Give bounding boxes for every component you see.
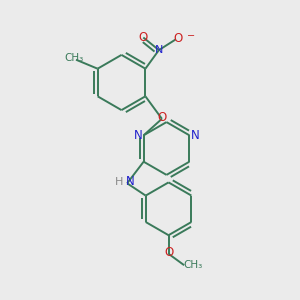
- Text: CH₃: CH₃: [65, 53, 84, 63]
- Text: O: O: [139, 31, 148, 44]
- Text: CH₃: CH₃: [183, 260, 202, 270]
- Text: O: O: [174, 32, 183, 45]
- Text: N: N: [126, 175, 134, 188]
- Text: N: N: [155, 45, 163, 55]
- Text: N: N: [190, 129, 199, 142]
- Text: −: −: [187, 31, 195, 41]
- Text: O: O: [157, 111, 167, 124]
- Text: N: N: [134, 129, 142, 142]
- Text: H: H: [115, 177, 123, 187]
- Text: O: O: [164, 246, 173, 259]
